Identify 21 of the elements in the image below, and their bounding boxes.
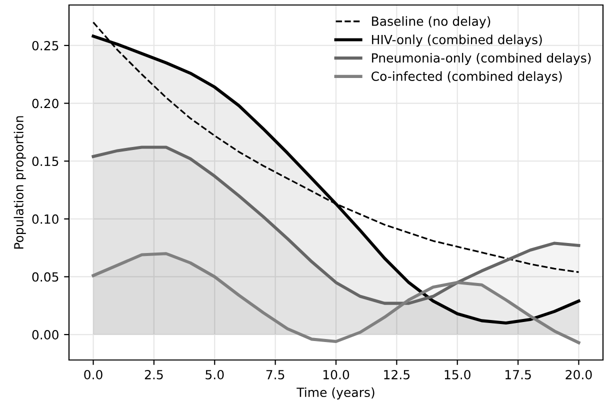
- legend-label: Baseline (no delay): [372, 16, 490, 28]
- y-axis-title: Population proportion: [14, 116, 26, 249]
- y-tick-label: 0.25: [32, 40, 58, 50]
- y-tick-label: 0.00: [32, 330, 58, 340]
- x-axis-title: Time (years): [296, 387, 374, 400]
- x-tick-label: 15.0: [444, 370, 470, 380]
- x-tick-label: 10.0: [323, 370, 350, 380]
- y-tick-label: 0.15: [32, 156, 58, 166]
- x-tick-label: 5.0: [206, 370, 224, 380]
- x-tick-label: 0.0: [84, 370, 102, 380]
- x-tick-label: 7.5: [266, 370, 284, 380]
- legend-label: Pneumonia-only (combined delays): [372, 52, 591, 66]
- y-tick-label: 0.20: [32, 98, 58, 108]
- y-tick-label: 0.05: [32, 272, 58, 282]
- x-tick-label: 12.5: [384, 370, 410, 380]
- x-tick-label: 2.5: [144, 370, 163, 380]
- y-tick-label: 0.10: [32, 214, 58, 224]
- legend-label: HIV-only (combined delays): [372, 34, 542, 47]
- x-tick-label: 20.0: [566, 370, 592, 380]
- x-tick-label: 17.5: [506, 370, 531, 380]
- legend-label: Co-infected (combined delays): [372, 71, 562, 84]
